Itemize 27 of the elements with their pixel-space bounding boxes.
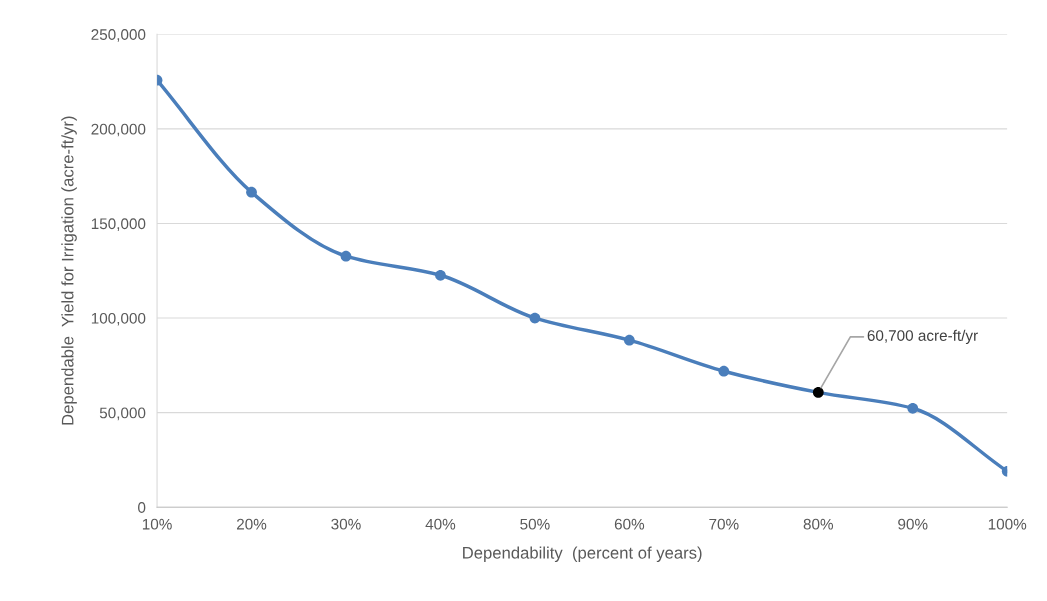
x-tick-label: 90%	[898, 518, 928, 530]
point	[340, 250, 352, 262]
y-tick-label: 250,000	[91, 29, 146, 42]
y-axis-title: Dependable Yield for Irrigation (acre-ft/yr)	[61, 116, 77, 425]
point	[623, 334, 635, 346]
y-tick-label: 200,000	[91, 123, 146, 137]
point	[907, 402, 919, 414]
x-tick-label: 10%	[142, 518, 172, 530]
y-tick-label: 150,000	[91, 218, 146, 231]
annotation: 60,700 acre-ft/yr	[867, 329, 978, 344]
x-tick-label: 80%	[803, 518, 834, 530]
point	[812, 387, 824, 398]
x-tick-label: 20%	[236, 518, 267, 530]
x-tick-label: 60%	[614, 518, 645, 530]
point	[246, 186, 257, 198]
y-tick-label: 50,000	[99, 407, 146, 421]
x-tick-label: 100%	[988, 518, 1027, 530]
x-tick-label: 50%	[520, 518, 550, 530]
x-tick-label: 70%	[709, 518, 739, 530]
point	[718, 365, 730, 377]
y-tick-label: 0	[138, 502, 146, 513]
point	[529, 312, 541, 324]
point	[435, 269, 446, 281]
x-tick-label: 30%	[331, 518, 361, 530]
x-tick-label: 40%	[425, 518, 456, 530]
y-tick-label: 100,000	[91, 312, 146, 326]
x-axis-title: Dependability (percent of years)	[463, 546, 702, 563]
